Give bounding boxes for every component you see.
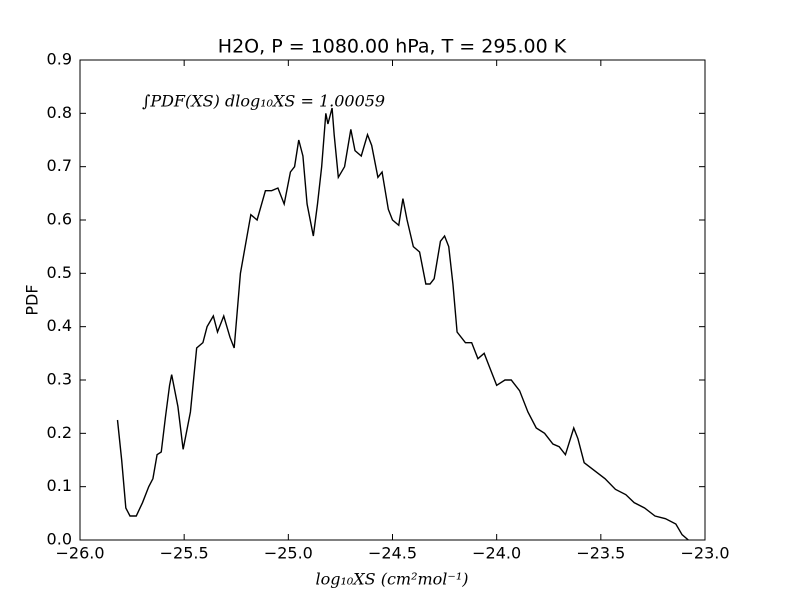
x-axis-label: log₁₀XS (cm²mol⁻¹)	[315, 570, 468, 589]
y-tick-label: 0.7	[47, 156, 72, 175]
x-tick-label: −23.0	[680, 544, 729, 563]
y-tick-label: 0.2	[47, 423, 72, 442]
x-tick-label: −26.0	[55, 544, 104, 563]
y-tick-label: 0.4	[47, 316, 72, 335]
plot-frame	[79, 59, 706, 541]
y-tick-label: 0.5	[47, 263, 72, 282]
y-tick-label: 0.1	[47, 476, 72, 495]
x-tick-label: −25.0	[264, 544, 313, 563]
y-tick-label: 0.6	[47, 210, 72, 229]
data-line	[116, 107, 689, 541]
y-tick-label: 0.3	[47, 370, 72, 389]
y-axis-label: PDF	[23, 284, 42, 315]
y-tick-label: 0.0	[47, 530, 72, 549]
x-tick-label: −23.5	[576, 544, 625, 563]
y-tick-label: 0.9	[47, 50, 72, 69]
x-tick-label: −24.5	[368, 544, 417, 563]
x-tick-label: −25.5	[160, 544, 209, 563]
chart-title: H2O, P = 1080.00 hPa, T = 295.00 K	[218, 36, 567, 58]
y-tick-label: 0.8	[47, 103, 72, 122]
annotation: ∫PDF(XS) dlog₁₀XS = 1.00059	[142, 92, 385, 111]
x-tick-label: −24.0	[472, 544, 521, 563]
